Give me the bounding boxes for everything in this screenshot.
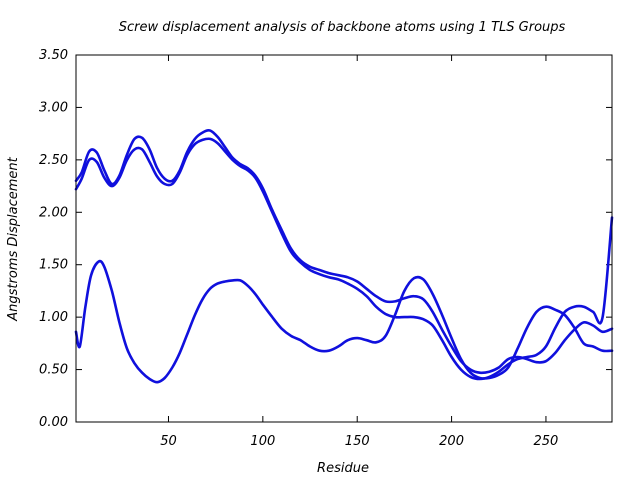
y-tick-label: 1.00: [39, 310, 68, 325]
chart-title: Screw displacement analysis of backbone …: [119, 20, 566, 35]
x-tick-label: 200: [439, 434, 464, 449]
y-tick-label: 2.00: [39, 205, 68, 220]
x-tick-label: 100: [250, 434, 275, 449]
axis-tick-labels: 0.00 0.50 1.00 1.50 2.00 2.50 3.00 3.50 50 100 150…: [39, 48, 558, 449]
y-tick-label: 0.50: [39, 363, 68, 378]
y-tick-label: 3.00: [39, 100, 68, 115]
series-group: [74, 129, 614, 384]
series-line-3: [74, 259, 614, 384]
series-line-2: [74, 137, 614, 381]
y-tick-label: 0.00: [39, 415, 68, 430]
plot-frame: [75, 54, 613, 423]
x-tick-label: 250: [534, 434, 559, 449]
x-tick-label: 150: [345, 434, 370, 449]
y-axis-label: Angstroms Displacement: [6, 156, 21, 321]
series-line-1: [74, 129, 614, 375]
axis-ticks: [76, 54, 612, 423]
x-tick-label: 50: [160, 434, 177, 449]
y-tick-label: 1.50: [39, 258, 68, 273]
y-tick-label: 3.50: [39, 48, 68, 63]
y-tick-label: 2.50: [39, 153, 68, 168]
x-axis-label: Residue: [317, 461, 369, 476]
